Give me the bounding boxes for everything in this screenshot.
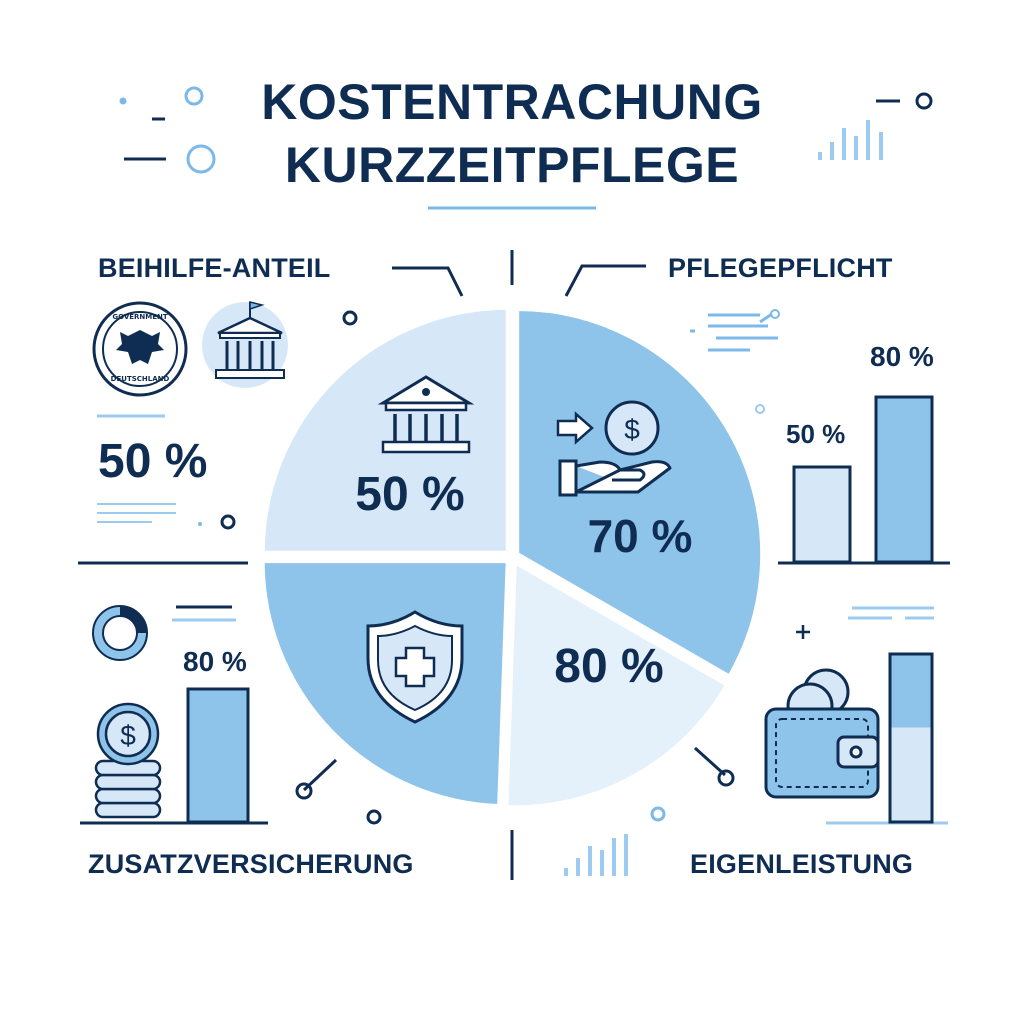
- value-bottom-left: 80 %: [183, 646, 247, 677]
- page-title-line1: KOSTENTRACHUNG: [261, 74, 763, 130]
- pie-slice-pflegepflicht: [515, 306, 765, 680]
- mini-bars-bottom-icon: [564, 834, 628, 876]
- value-top-right-small: 50 %: [786, 419, 846, 449]
- pie-slice-value-label: 70 %: [588, 510, 693, 562]
- pie-slice-eigenleistung: [504, 558, 730, 810]
- title-decoration-right: [876, 92, 933, 110]
- hand-coin-icon: $: [556, 400, 672, 497]
- government-building-icon: [202, 301, 288, 388]
- bar-top-right-large: [874, 395, 934, 564]
- bar-bottom-right-fill: [891, 655, 931, 728]
- label-pflegepflicht: PFLEGEPFLICHT: [668, 253, 893, 283]
- bar-top-right-small: [792, 465, 852, 564]
- svg-text:$: $: [120, 720, 136, 751]
- svg-text:$: $: [624, 414, 640, 445]
- label-zusatzversicherung: ZUSATZVERSICHERUNG: [88, 849, 414, 879]
- mini-bars-icon: [818, 120, 883, 160]
- title-decoration-left: [119, 86, 216, 174]
- government-seal-icon: [92, 301, 188, 397]
- page-title-line2: KURZZEITPFLEGE: [284, 137, 740, 193]
- wallet-icon: [764, 668, 880, 799]
- value-top-right-large: 80 %: [870, 341, 934, 372]
- government-building-icon: [377, 375, 475, 454]
- shield-cross-icon: [366, 610, 464, 724]
- pie-slice-value-label: 50 %: [355, 468, 464, 521]
- value-top-left: 50 %: [98, 435, 208, 488]
- seal-text-bottom: DEUTSCHLAND: [110, 375, 170, 383]
- coin-stack-icon: [94, 702, 162, 819]
- donut-chart-icon: [92, 605, 148, 661]
- label-beihilfe-anteil: BEIHILFE-ANTEIL: [98, 253, 331, 283]
- pie-slice-value-label: 80 %: [554, 640, 663, 693]
- label-eigenleistung: EIGENLEISTUNG: [690, 849, 914, 879]
- bar-bottom-left: [186, 687, 250, 824]
- pie-slice-beihilfe-anteil: [260, 305, 510, 555]
- seal-text-top: GOVERNMENT: [112, 313, 168, 321]
